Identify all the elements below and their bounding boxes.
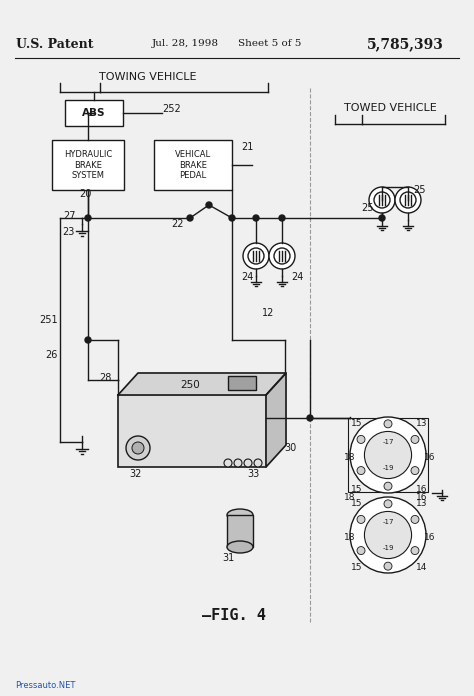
Text: 16: 16 xyxy=(424,454,436,463)
Text: Jul. 28, 1998: Jul. 28, 1998 xyxy=(152,40,219,49)
Text: 25: 25 xyxy=(362,203,374,213)
Circle shape xyxy=(85,215,91,221)
Text: -17: -17 xyxy=(382,438,394,445)
Circle shape xyxy=(379,215,385,221)
Text: 31: 31 xyxy=(222,553,234,563)
Text: 24: 24 xyxy=(291,272,303,282)
Text: 18: 18 xyxy=(344,493,356,502)
Bar xyxy=(227,515,253,547)
Text: 21: 21 xyxy=(241,142,253,152)
Text: 33: 33 xyxy=(247,469,259,479)
Text: 5,785,393: 5,785,393 xyxy=(366,37,444,51)
Circle shape xyxy=(357,546,365,555)
Text: 30: 30 xyxy=(284,443,296,453)
Bar xyxy=(65,100,123,126)
Circle shape xyxy=(132,442,144,454)
Circle shape xyxy=(307,415,313,421)
Circle shape xyxy=(365,512,411,559)
Text: 16: 16 xyxy=(416,486,428,494)
Circle shape xyxy=(254,459,262,467)
Text: 16: 16 xyxy=(416,493,428,502)
Text: 14: 14 xyxy=(416,564,428,573)
Circle shape xyxy=(253,215,259,221)
Text: VEHICAL
BRAKE
PEDAL: VEHICAL BRAKE PEDAL xyxy=(175,150,211,180)
Circle shape xyxy=(357,516,365,523)
Circle shape xyxy=(206,202,212,208)
Text: -19: -19 xyxy=(382,545,394,551)
Circle shape xyxy=(384,562,392,570)
Circle shape xyxy=(350,497,426,573)
Bar xyxy=(228,376,256,390)
Bar xyxy=(118,395,266,467)
Ellipse shape xyxy=(227,509,253,521)
Circle shape xyxy=(411,436,419,443)
Circle shape xyxy=(244,459,252,467)
Circle shape xyxy=(269,243,295,269)
Text: -17: -17 xyxy=(382,519,394,525)
Circle shape xyxy=(357,436,365,443)
Bar xyxy=(348,418,428,492)
Circle shape xyxy=(365,432,411,479)
Circle shape xyxy=(384,482,392,490)
Text: ABS: ABS xyxy=(82,108,106,118)
Text: TOWED VEHICLE: TOWED VEHICLE xyxy=(344,103,437,113)
Text: 18: 18 xyxy=(344,454,356,463)
Circle shape xyxy=(357,466,365,475)
Circle shape xyxy=(350,417,426,493)
Text: —FIG. 4: —FIG. 4 xyxy=(202,608,266,624)
Circle shape xyxy=(229,215,235,221)
Circle shape xyxy=(274,248,290,264)
Text: U.S. Patent: U.S. Patent xyxy=(16,38,94,51)
Circle shape xyxy=(411,516,419,523)
Text: 23: 23 xyxy=(62,227,74,237)
Text: 250: 250 xyxy=(180,380,200,390)
Text: 27: 27 xyxy=(64,211,76,221)
Text: 16: 16 xyxy=(424,534,436,542)
Circle shape xyxy=(400,192,416,208)
Text: HYDRAULIC
BRAKE
SYSTEM: HYDRAULIC BRAKE SYSTEM xyxy=(64,150,112,180)
Text: 28: 28 xyxy=(99,373,111,383)
Circle shape xyxy=(395,187,421,213)
Text: 26: 26 xyxy=(46,350,58,360)
Text: 12: 12 xyxy=(262,308,274,318)
Text: 22: 22 xyxy=(172,219,184,229)
Circle shape xyxy=(224,459,232,467)
Text: Pressauto.NET: Pressauto.NET xyxy=(15,681,75,690)
Bar xyxy=(52,140,124,190)
Circle shape xyxy=(187,215,193,221)
Text: 24: 24 xyxy=(241,272,253,282)
Circle shape xyxy=(279,215,285,221)
Text: 15: 15 xyxy=(351,564,363,573)
Text: 15: 15 xyxy=(351,486,363,494)
Circle shape xyxy=(85,337,91,343)
Circle shape xyxy=(411,466,419,475)
Text: Sheet 5 of 5: Sheet 5 of 5 xyxy=(238,40,301,49)
Text: 18: 18 xyxy=(344,534,356,542)
Circle shape xyxy=(374,192,390,208)
Polygon shape xyxy=(266,373,286,467)
Text: -19: -19 xyxy=(382,466,394,471)
Text: 13: 13 xyxy=(416,498,428,507)
Text: 20: 20 xyxy=(79,189,91,199)
Circle shape xyxy=(234,459,242,467)
Circle shape xyxy=(243,243,269,269)
Text: TOWING VEHICLE: TOWING VEHICLE xyxy=(99,72,197,82)
Text: 252: 252 xyxy=(163,104,182,114)
Text: 15: 15 xyxy=(351,418,363,427)
Bar xyxy=(154,140,232,190)
Text: 32: 32 xyxy=(130,469,142,479)
Circle shape xyxy=(411,546,419,555)
Text: 15: 15 xyxy=(351,498,363,507)
Text: 13: 13 xyxy=(416,418,428,427)
Polygon shape xyxy=(118,373,286,395)
Circle shape xyxy=(384,420,392,428)
Ellipse shape xyxy=(227,541,253,553)
Text: 251: 251 xyxy=(39,315,58,325)
Circle shape xyxy=(384,500,392,508)
Circle shape xyxy=(126,436,150,460)
Circle shape xyxy=(369,187,395,213)
Text: 25: 25 xyxy=(414,185,426,195)
Circle shape xyxy=(248,248,264,264)
